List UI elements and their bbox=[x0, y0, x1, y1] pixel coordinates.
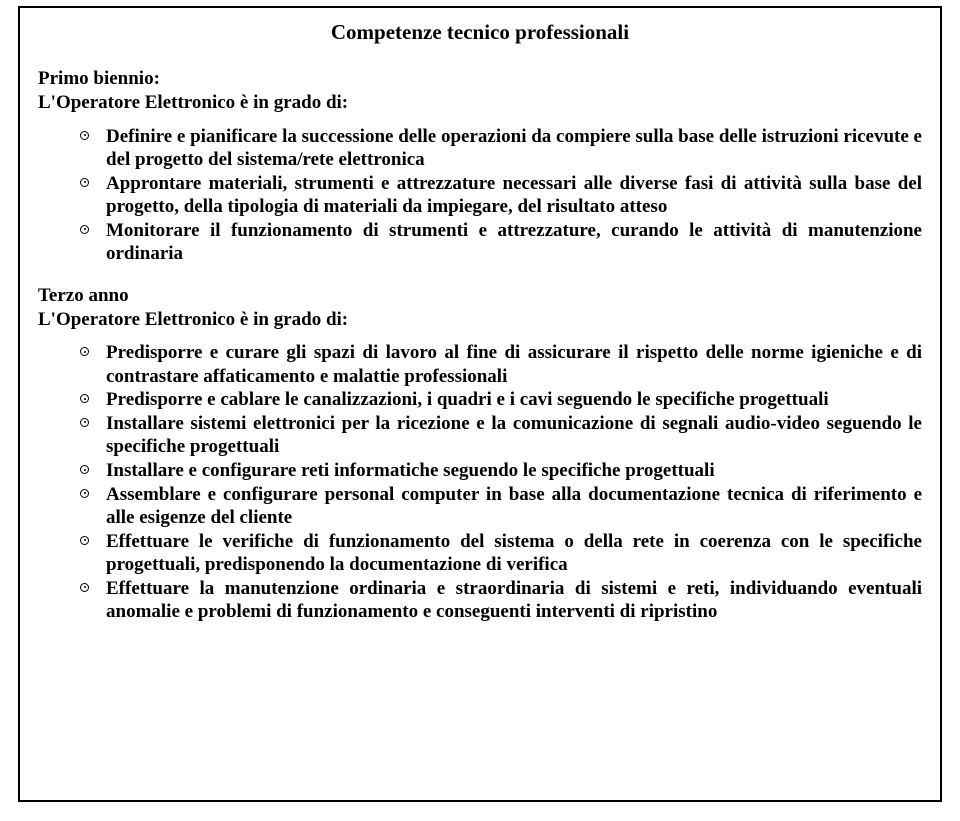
list-item: Definire e pianificare la successione de… bbox=[80, 125, 922, 172]
list-item: Monitorare il funzionamento di strumenti… bbox=[80, 219, 922, 266]
section2-heading-line2: L'Operatore Elettronico è in grado di: bbox=[38, 309, 348, 330]
list-item: Installare e configurare reti informatic… bbox=[80, 459, 922, 483]
list-item: Predisporre e curare gli spazi di lavoro… bbox=[80, 341, 922, 388]
section1-list: Definire e pianificare la successione de… bbox=[38, 125, 922, 266]
page-title: Competenze tecnico professionali bbox=[38, 20, 922, 45]
section1-heading-line1: Primo biennio: bbox=[38, 68, 160, 89]
list-item: Approntare materiali, strumenti e attrez… bbox=[80, 172, 922, 219]
list-item: Assemblare e configurare personal comput… bbox=[80, 483, 922, 530]
section1-heading-line2: L'Operatore Elettronico è in grado di: bbox=[38, 92, 348, 113]
list-item: Predisporre e cablare le canalizzazioni,… bbox=[80, 388, 922, 412]
document-frame: Competenze tecnico professionali Primo b… bbox=[18, 6, 942, 802]
list-item: Effettuare le verifiche di funzionamento… bbox=[80, 530, 922, 577]
section2-list: Predisporre e curare gli spazi di lavoro… bbox=[38, 341, 922, 624]
list-item: Effettuare la manutenzione ordinaria e s… bbox=[80, 577, 922, 624]
section1-heading: Primo biennio: L'Operatore Elettronico è… bbox=[38, 67, 922, 115]
list-item: Installare sistemi elettronici per la ri… bbox=[80, 412, 922, 459]
section2-heading: Terzo anno L'Operatore Elettronico è in … bbox=[38, 284, 922, 332]
section2-heading-line1: Terzo anno bbox=[38, 285, 129, 306]
